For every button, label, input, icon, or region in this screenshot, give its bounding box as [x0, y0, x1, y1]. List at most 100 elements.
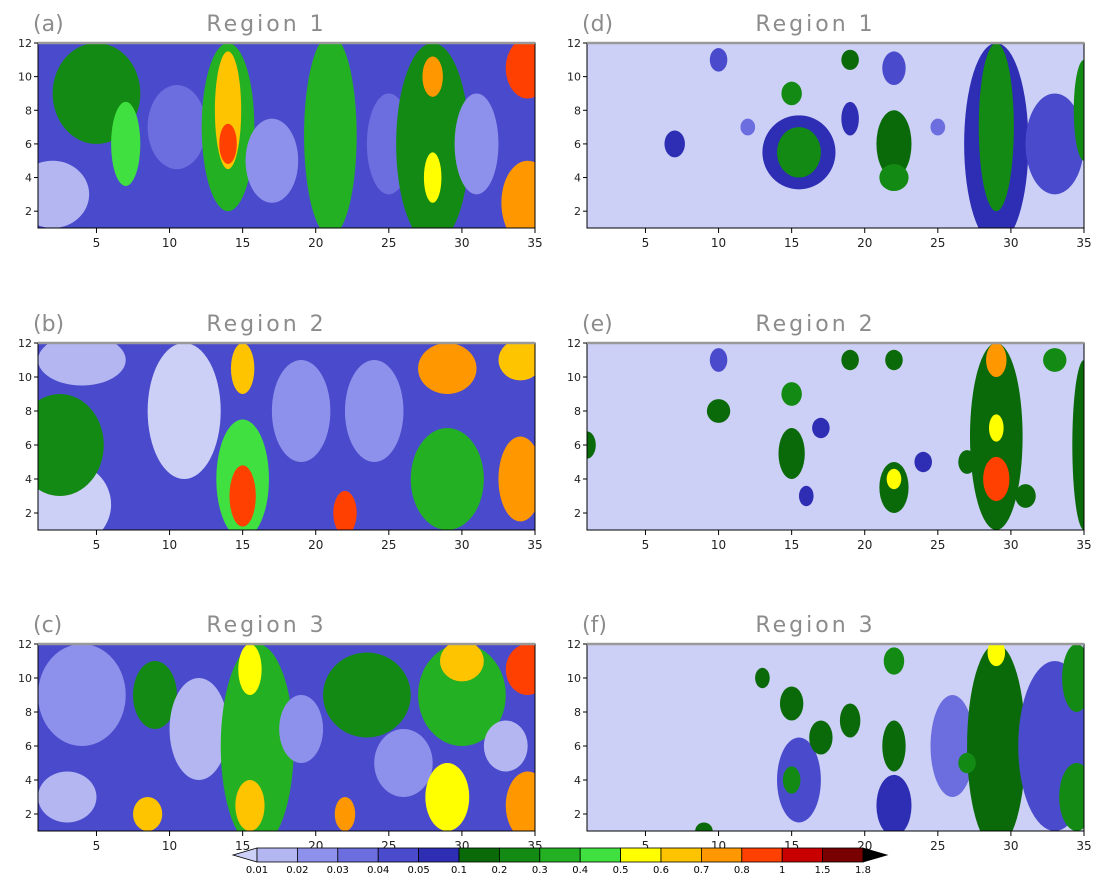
y-tick-label: 4	[25, 172, 32, 185]
contour-blob	[778, 428, 805, 479]
colorbar-label: 0.4	[572, 865, 588, 876]
contour-blob	[111, 101, 141, 186]
y-tick-label: 4	[25, 774, 32, 787]
contour-blob	[38, 771, 97, 823]
colorbar-label: 1.5	[815, 865, 831, 876]
colorbar-label: 0.6	[653, 865, 669, 876]
contour-blob	[798, 485, 814, 507]
contour-blob	[147, 85, 207, 170]
contour-blob	[418, 343, 477, 394]
x-tick-label: 30	[1003, 538, 1018, 552]
x-tick-label: 15	[235, 538, 250, 552]
contour-blob	[709, 48, 728, 72]
y-tick-label: 8	[574, 706, 581, 719]
y-tick-label: 2	[574, 507, 581, 520]
panel-title: Region 3	[206, 613, 326, 638]
panel-label: (c)	[33, 613, 62, 638]
contour-blob	[425, 763, 470, 831]
panel-5: 5 10 15 20 25 30 35 2 4 6 8 10 12(e) Region 2	[567, 312, 1092, 552]
x-tick-label: 10	[162, 538, 177, 552]
x-tick-label: 30	[454, 236, 469, 250]
contour-blob	[883, 647, 905, 675]
contour-blob	[505, 43, 535, 99]
x-tick-label: 20	[308, 236, 323, 250]
contour-blob	[396, 43, 470, 228]
contour-blob	[220, 644, 294, 831]
x-tick-label: 25	[381, 236, 396, 250]
contour-blob	[169, 678, 229, 780]
x-tick-label: 25	[930, 839, 945, 853]
contour-blob	[238, 644, 262, 695]
contour-blob	[587, 431, 596, 459]
contour-blob	[245, 118, 299, 203]
colorbar-segment	[579, 847, 622, 863]
y-tick-label: 2	[574, 808, 581, 821]
y-tick-label: 8	[25, 104, 32, 117]
x-tick-label: 20	[857, 236, 872, 250]
contour-blob	[230, 343, 255, 394]
contour-blob	[38, 644, 126, 746]
panel-label: (b)	[33, 312, 64, 337]
colorbar: 0.01 0.02 0.03 0.04 0.05 0.1 0.2 0.3 0.4 0.5 0.6 0.…	[231, 847, 889, 876]
contour-blob	[695, 822, 713, 831]
x-tick-label: 10	[711, 236, 726, 250]
colorbar-arrow-high	[862, 847, 889, 863]
y-tick-label: 8	[574, 104, 581, 117]
panel-label: (a)	[33, 12, 64, 37]
contour-field	[587, 43, 1084, 228]
contour-blob	[38, 394, 104, 496]
colorbar-segment	[781, 847, 824, 863]
contour-blob	[334, 797, 356, 831]
y-tick-label: 6	[25, 138, 32, 151]
contour-blob	[914, 451, 932, 473]
contour-blob	[988, 414, 1004, 442]
y-tick-label: 6	[574, 439, 581, 452]
contour-blob	[133, 797, 163, 831]
x-tick-label: 10	[162, 236, 177, 250]
contour-blob	[782, 766, 801, 794]
x-tick-label: 5	[93, 538, 101, 552]
contour-blob	[1062, 644, 1084, 712]
y-tick-label: 12	[567, 638, 581, 651]
colorbar-label: 0.2	[491, 865, 507, 876]
contour-blob	[987, 644, 1006, 667]
y-tick-label: 10	[567, 71, 581, 84]
y-tick-label: 4	[574, 473, 581, 486]
colorbar-label: 0.1	[451, 865, 467, 876]
x-tick-label: 35	[1076, 236, 1091, 250]
contour-blob	[876, 774, 912, 831]
contour-blob	[841, 49, 859, 70]
y-tick-label: 2	[25, 507, 32, 520]
colorbar-segment	[539, 847, 581, 863]
x-tick-label: 5	[93, 236, 101, 250]
contour-blob	[505, 644, 535, 695]
colorbar-segment	[822, 847, 864, 863]
x-tick-label: 5	[93, 839, 101, 853]
y-tick-label: 2	[574, 205, 581, 218]
contour-blob	[809, 720, 833, 755]
colorbar-segment	[620, 847, 662, 863]
contour-blob	[777, 127, 821, 178]
colorbar-label: 0.02	[286, 865, 308, 876]
y-tick-label: 12	[567, 337, 581, 350]
x-tick-label: 10	[162, 839, 177, 853]
contour-blob	[740, 118, 756, 136]
colorbar-segment	[256, 847, 298, 863]
contour-blob	[498, 343, 535, 381]
contour-blob	[812, 417, 830, 439]
x-tick-label: 35	[1076, 538, 1091, 552]
contour-blob	[709, 348, 728, 372]
contour-blob	[374, 729, 433, 797]
x-tick-label: 5	[642, 236, 650, 250]
panel-label: (e)	[582, 312, 613, 337]
contour-blob	[333, 490, 357, 530]
x-tick-label: 35	[1076, 839, 1091, 853]
contour-blob	[304, 43, 357, 228]
y-tick-label: 2	[25, 808, 32, 821]
contour-blob	[755, 667, 770, 689]
contour-blob	[483, 720, 528, 772]
panel-title: Region 1	[206, 12, 326, 37]
x-tick-label: 20	[308, 538, 323, 552]
